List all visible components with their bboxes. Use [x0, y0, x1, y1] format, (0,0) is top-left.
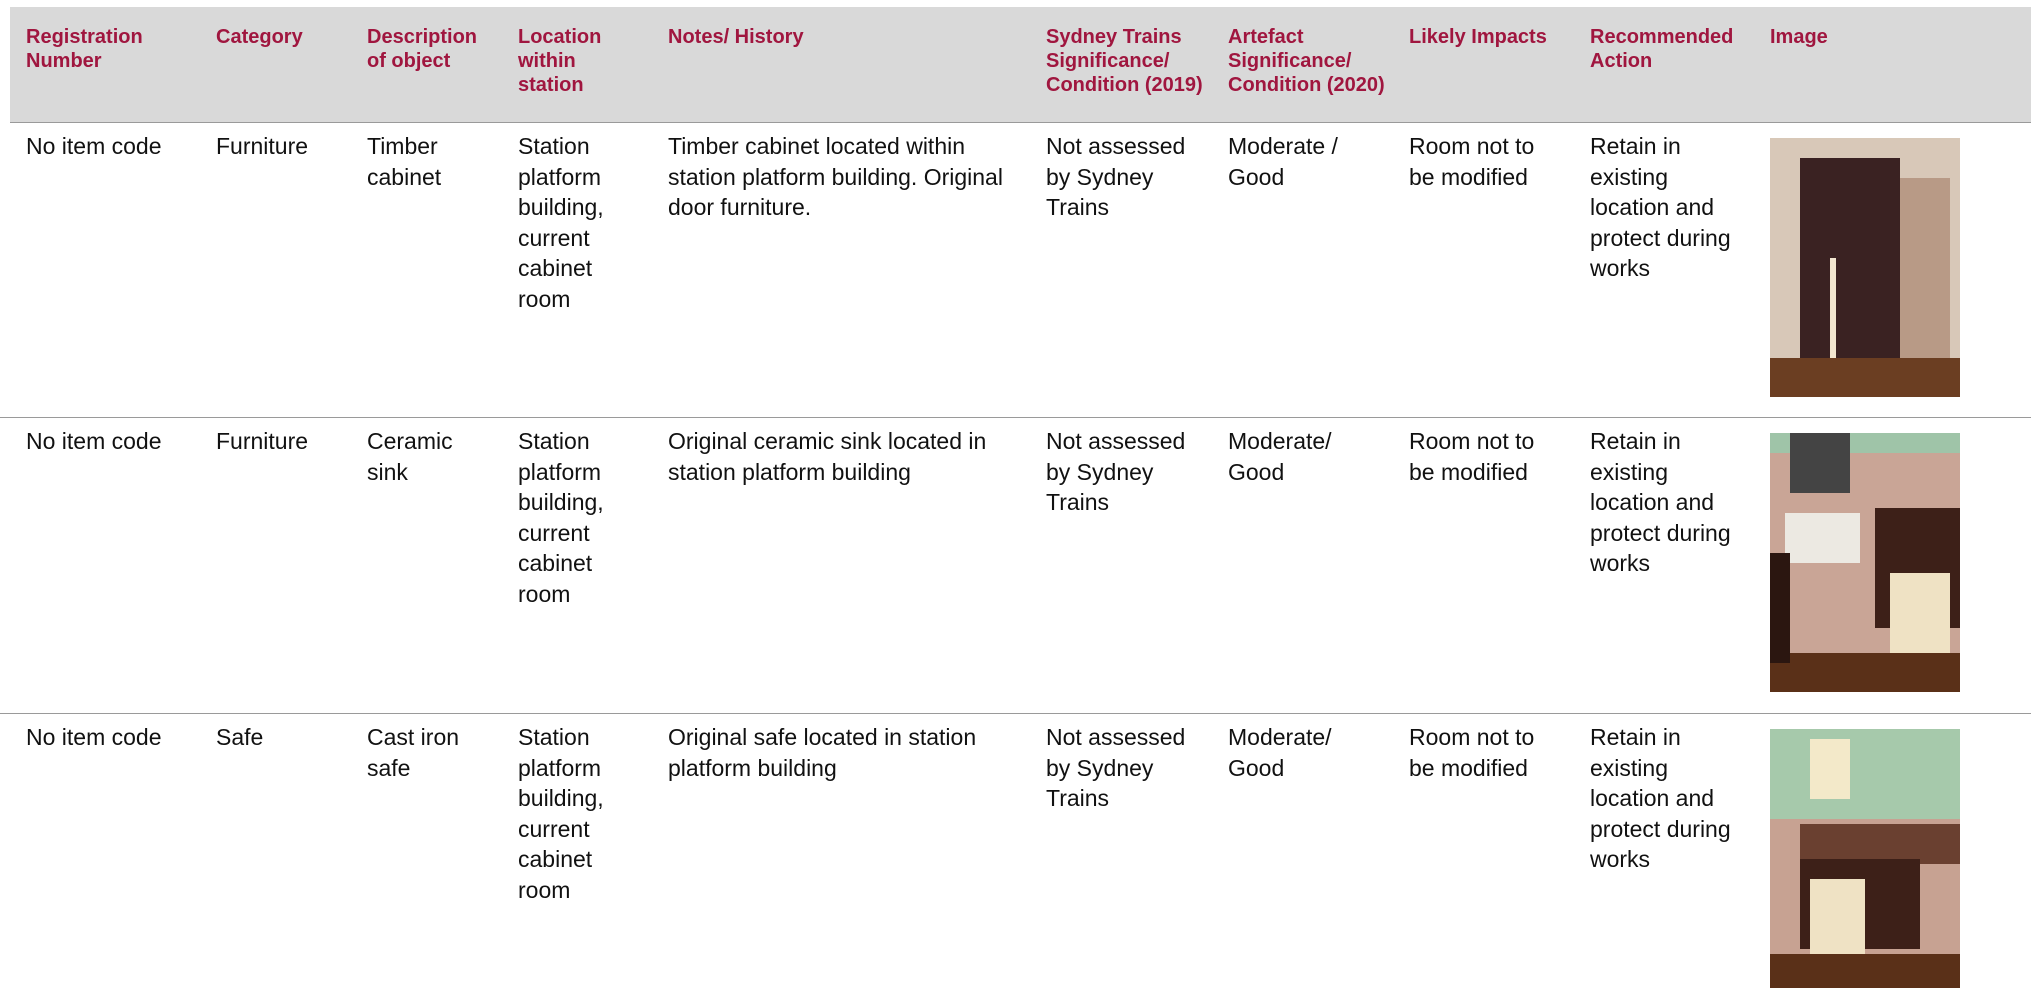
table-cell: Room not to be modified [1409, 133, 1535, 190]
table-cell: Furniture [216, 133, 309, 159]
table-cell: No item code [26, 428, 162, 454]
item-photo [1770, 138, 1960, 397]
photo-shape [1785, 513, 1860, 563]
table-cell: Moderate/ Good [1228, 724, 1332, 781]
header-cell: Artefact Significance/ Condition (2020) [1228, 26, 1385, 96]
photo-shape [1790, 433, 1850, 493]
photo-shape [1890, 573, 1950, 653]
table-cell: Not assessed by Sydney Trains [1046, 724, 1186, 811]
table-cell: Cast iron safe [367, 724, 460, 781]
header-cell: Location within station [518, 26, 602, 96]
photo-shape [1770, 653, 1960, 692]
photo-shape [1800, 824, 1960, 864]
header-cell: Registration Number [26, 26, 143, 72]
row-divider [0, 417, 2031, 418]
item-photo [1770, 729, 1960, 988]
photo-shape [1830, 258, 1836, 358]
photo-shape [1800, 158, 1900, 378]
table-cell: Original ceramic sink located in station… [668, 428, 987, 485]
table-cell: Station platform building, current cabin… [518, 133, 604, 312]
photo-shape [1770, 358, 1960, 397]
header-cell: Category [216, 26, 303, 48]
table-cell: Original safe located in station platfor… [668, 724, 977, 781]
table-cell: Moderate/ Good [1228, 428, 1332, 485]
header-cell: Sydney Trains Significance/ Condition (2… [1046, 26, 1203, 96]
header-cell: Recommended Action [1590, 26, 1734, 72]
table-header: Registration Number Category Description o… [10, 7, 2031, 123]
table-cell: Retain in existing location and protect … [1590, 428, 1731, 576]
table-cell: Safe [216, 724, 264, 750]
photo-shape [1810, 739, 1850, 799]
table-cell: Moderate / Good [1228, 133, 1338, 190]
photo-shape [1770, 954, 1960, 988]
table-cell: Station platform building, current cabin… [518, 724, 604, 903]
header-cell: Description of object [367, 26, 478, 72]
table-cell: Not assessed by Sydney Trains [1046, 133, 1186, 220]
table-cell: Room not to be modified [1409, 724, 1535, 781]
item-photo [1770, 433, 1960, 692]
header-cell: Image [1770, 26, 1828, 48]
photo-shape [1900, 178, 1950, 378]
table-cell: Station platform building, current cabin… [518, 428, 604, 607]
photo-shape [1810, 879, 1865, 954]
table-cell: No item code [26, 724, 162, 750]
table-cell: Not assessed by Sydney Trains [1046, 428, 1186, 515]
header-cell: Likely Impacts [1409, 26, 1547, 48]
row-divider [0, 713, 2031, 714]
photo-shape [1770, 729, 1960, 819]
table-cell: Timber cabinet [367, 133, 442, 190]
photo-shape [1770, 553, 1790, 663]
table-cell: Ceramic sink [367, 428, 453, 485]
header-cell: Notes/ History [668, 26, 804, 48]
table-cell: Timber cabinet located within station pl… [668, 133, 1003, 220]
table-cell: Retain in existing location and protect … [1590, 133, 1731, 281]
table-cell: Room not to be modified [1409, 428, 1535, 485]
table-cell: No item code [26, 133, 162, 159]
table-cell: Retain in existing location and protect … [1590, 724, 1731, 872]
table-cell: Furniture [216, 428, 309, 454]
